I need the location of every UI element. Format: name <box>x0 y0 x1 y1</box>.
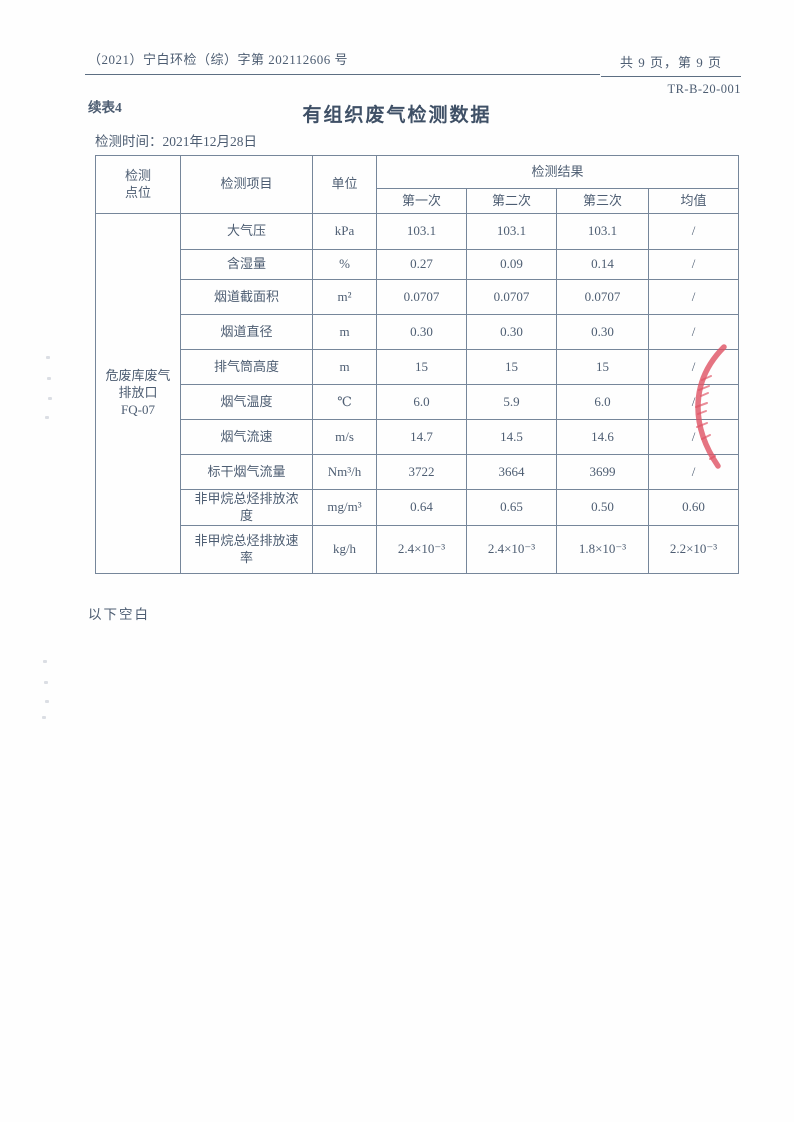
result-second: 2.4×10⁻³ <box>466 525 557 574</box>
result-second: 14.5 <box>466 419 557 455</box>
page-title: 有组织废气检测数据 <box>302 105 492 126</box>
table-row: 非甲烷总烃排放速 率 kg/h 2.4×10⁻³ 2.4×10⁻³ 1.8×10… <box>96 525 740 574</box>
scan-speck <box>47 377 51 380</box>
detection-data-table: 检测 点位 检测项目 单位 检测结果 第一次 第二次 第三次 均值 危废库废气 … <box>95 155 740 574</box>
col-header-result-group: 检测结果 <box>375 155 740 189</box>
result-second: 15 <box>466 349 557 385</box>
result-third: 14.6 <box>556 419 649 455</box>
item-label: 排气筒高度 <box>180 349 313 385</box>
table-row: 危废库废气 排放口 FQ-07 大气压 kPa 103.1 103.1 103.… <box>95 213 740 574</box>
col-header-third: 第三次 <box>556 188 649 214</box>
result-first: 0.64 <box>376 489 467 526</box>
table-row: 烟道直径 m 0.30 0.30 0.30 / <box>96 314 740 350</box>
col-header-first: 第一次 <box>376 188 467 214</box>
form-code-label: TR-B-20-001 <box>667 82 741 96</box>
item-label: 烟道直径 <box>180 314 313 350</box>
unit-value: Nm³/h <box>312 454 377 490</box>
unit-value: m² <box>312 279 377 315</box>
col-header-unit: 单位 <box>312 155 377 214</box>
document-number: （2021）宁白环检（综）字第 202112606 号 <box>85 49 600 75</box>
unit-value: m <box>312 349 377 385</box>
result-third: 0.14 <box>556 249 649 280</box>
col-header-point: 检测 点位 <box>95 155 181 214</box>
item-label: 含湿量 <box>180 249 313 280</box>
col-header-average: 均值 <box>647 188 740 214</box>
result-first: 0.27 <box>376 249 467 280</box>
result-average: / <box>647 249 740 280</box>
result-third: 0.0707 <box>556 279 649 315</box>
result-first: 15 <box>376 349 467 385</box>
result-average: / <box>647 213 740 250</box>
table-row: 含湿量 % 0.27 0.09 0.14 / <box>96 249 740 280</box>
item-label: 大气压 <box>180 213 313 250</box>
result-third: 3699 <box>556 454 649 490</box>
item-label: 非甲烷总烃排放浓 度 <box>180 489 313 526</box>
result-first: 14.7 <box>376 419 467 455</box>
table-row: 排气筒高度 m 15 15 15 / <box>96 349 740 385</box>
scan-speck <box>42 716 46 719</box>
unit-value: ℃ <box>312 384 377 420</box>
unit-value: % <box>312 249 377 280</box>
below-blank-label: 以下空白 <box>88 607 150 622</box>
result-second: 0.09 <box>466 249 557 280</box>
result-third: 1.8×10⁻³ <box>556 525 649 574</box>
result-second: 0.30 <box>466 314 557 350</box>
scan-speck <box>45 416 49 419</box>
result-third: 6.0 <box>556 384 649 420</box>
scan-speck <box>48 397 52 400</box>
unit-value: m/s <box>312 419 377 455</box>
result-average: / <box>647 279 740 315</box>
item-label: 烟气温度 <box>180 384 313 420</box>
scan-speck <box>43 660 47 663</box>
result-third: 15 <box>556 349 649 385</box>
table-row: 烟气流速 m/s 14.7 14.5 14.6 / <box>96 419 740 455</box>
unit-value: m <box>312 314 377 350</box>
result-first: 0.0707 <box>376 279 467 315</box>
sample-point-cell: 危废库废气 排放口 FQ-07 <box>95 213 181 574</box>
result-first: 2.4×10⁻³ <box>376 525 467 574</box>
result-first: 0.30 <box>376 314 467 350</box>
result-third: 0.30 <box>556 314 649 350</box>
result-average: / <box>647 349 740 385</box>
result-second: 0.65 <box>466 489 557 526</box>
result-second: 5.9 <box>466 384 557 420</box>
table-row: 烟气温度 ℃ 6.0 5.9 6.0 / <box>96 384 740 420</box>
result-second: 103.1 <box>466 213 557 250</box>
table-row: 烟道截面积 m² 0.0707 0.0707 0.0707 / <box>96 279 740 315</box>
unit-value: kPa <box>312 213 377 250</box>
result-second: 0.0707 <box>466 279 557 315</box>
result-second: 3664 <box>466 454 557 490</box>
scan-speck <box>45 700 49 703</box>
result-average: / <box>647 314 740 350</box>
col-header-second: 第二次 <box>466 188 557 214</box>
result-average: / <box>647 419 740 455</box>
col-header-item: 检测项目 <box>180 155 313 214</box>
scan-speck <box>46 356 50 359</box>
item-label: 烟道截面积 <box>180 279 313 315</box>
result-first: 6.0 <box>376 384 467 420</box>
result-average: 2.2×10⁻³ <box>647 525 740 574</box>
table-row: 非甲烷总烃排放浓 度 mg/m³ 0.64 0.65 0.50 0.60 <box>96 489 740 526</box>
result-third: 103.1 <box>556 213 649 250</box>
unit-value: mg/m³ <box>312 489 377 526</box>
continuation-table-label: 续表4 <box>88 100 122 115</box>
unit-value: kg/h <box>312 525 377 574</box>
page-count-label: 共 9 页，第 9 页 <box>601 52 741 77</box>
result-average: 0.60 <box>647 489 740 526</box>
item-label: 烟气流速 <box>180 419 313 455</box>
result-average: / <box>647 384 740 420</box>
scan-speck <box>44 681 48 684</box>
result-first: 103.1 <box>376 213 467 250</box>
result-third: 0.50 <box>556 489 649 526</box>
item-label: 非甲烷总烃排放速 率 <box>180 525 313 574</box>
result-first: 3722 <box>376 454 467 490</box>
table-row: 标干烟气流量 Nm³/h 3722 3664 3699 / <box>96 454 740 490</box>
item-label: 标干烟气流量 <box>180 454 313 490</box>
result-average: / <box>647 454 740 490</box>
test-time-label: 检测时间：2021年12月28日 <box>95 134 257 149</box>
